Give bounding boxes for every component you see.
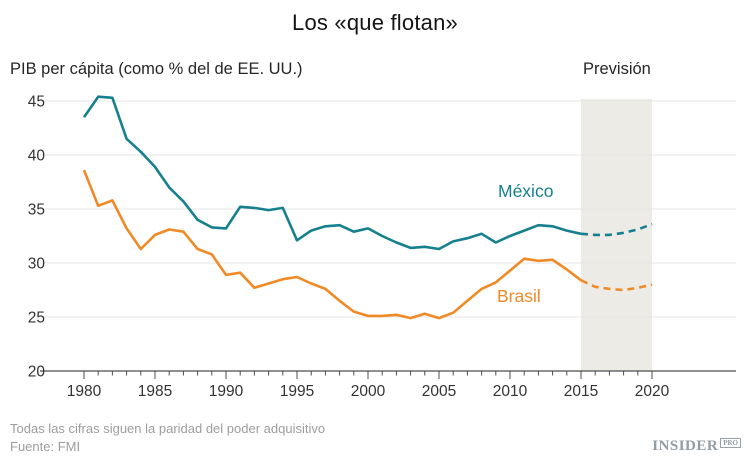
brand-text: INSIDER — [652, 438, 719, 454]
y-tick-label: 45 — [28, 94, 45, 111]
mexico-line — [82, 95, 582, 251]
x-tick-label: 2010 — [493, 383, 528, 400]
chart-title: Los «que flotan» — [292, 10, 458, 35]
y-tick-label: 20 — [28, 364, 46, 381]
x-tick-label: 1990 — [209, 383, 244, 400]
y-tick-label: 40 — [28, 148, 46, 165]
y-tick-label: 25 — [28, 310, 45, 327]
brasil-line — [82, 169, 582, 320]
y-tick-label: 35 — [28, 202, 45, 219]
y-axis-description: PIB per cápita (como % del de EE. UU.) — [10, 60, 303, 78]
x-tick-label: 1985 — [138, 383, 172, 400]
insiderpro-logo: INSIDER PRO — [652, 438, 741, 455]
forecast-label: Previsión — [583, 60, 651, 78]
x-tick-label: 1980 — [67, 383, 102, 400]
x-tick-label: 2000 — [351, 383, 386, 400]
x-tick-label: 2005 — [422, 383, 456, 400]
y-tick-label: 30 — [28, 256, 46, 273]
x-tick-label: 2015 — [564, 383, 598, 400]
x-tick-label: 1995 — [280, 383, 314, 400]
brasil-series-label: Brasil — [497, 286, 541, 306]
x-tick-label: 2020 — [635, 383, 670, 400]
mexico-series-label: México — [498, 181, 553, 201]
brand-badge: PRO — [720, 438, 741, 448]
footer-note: Todas las cifras siguen la paridad del p… — [10, 420, 325, 455]
footnote-text: Todas las cifras siguen la paridad del p… — [10, 421, 326, 436]
brasil-line-forecast — [580, 279, 653, 292]
forecast-band — [581, 99, 652, 371]
source-text: Fuente: FMI — [10, 438, 81, 454]
